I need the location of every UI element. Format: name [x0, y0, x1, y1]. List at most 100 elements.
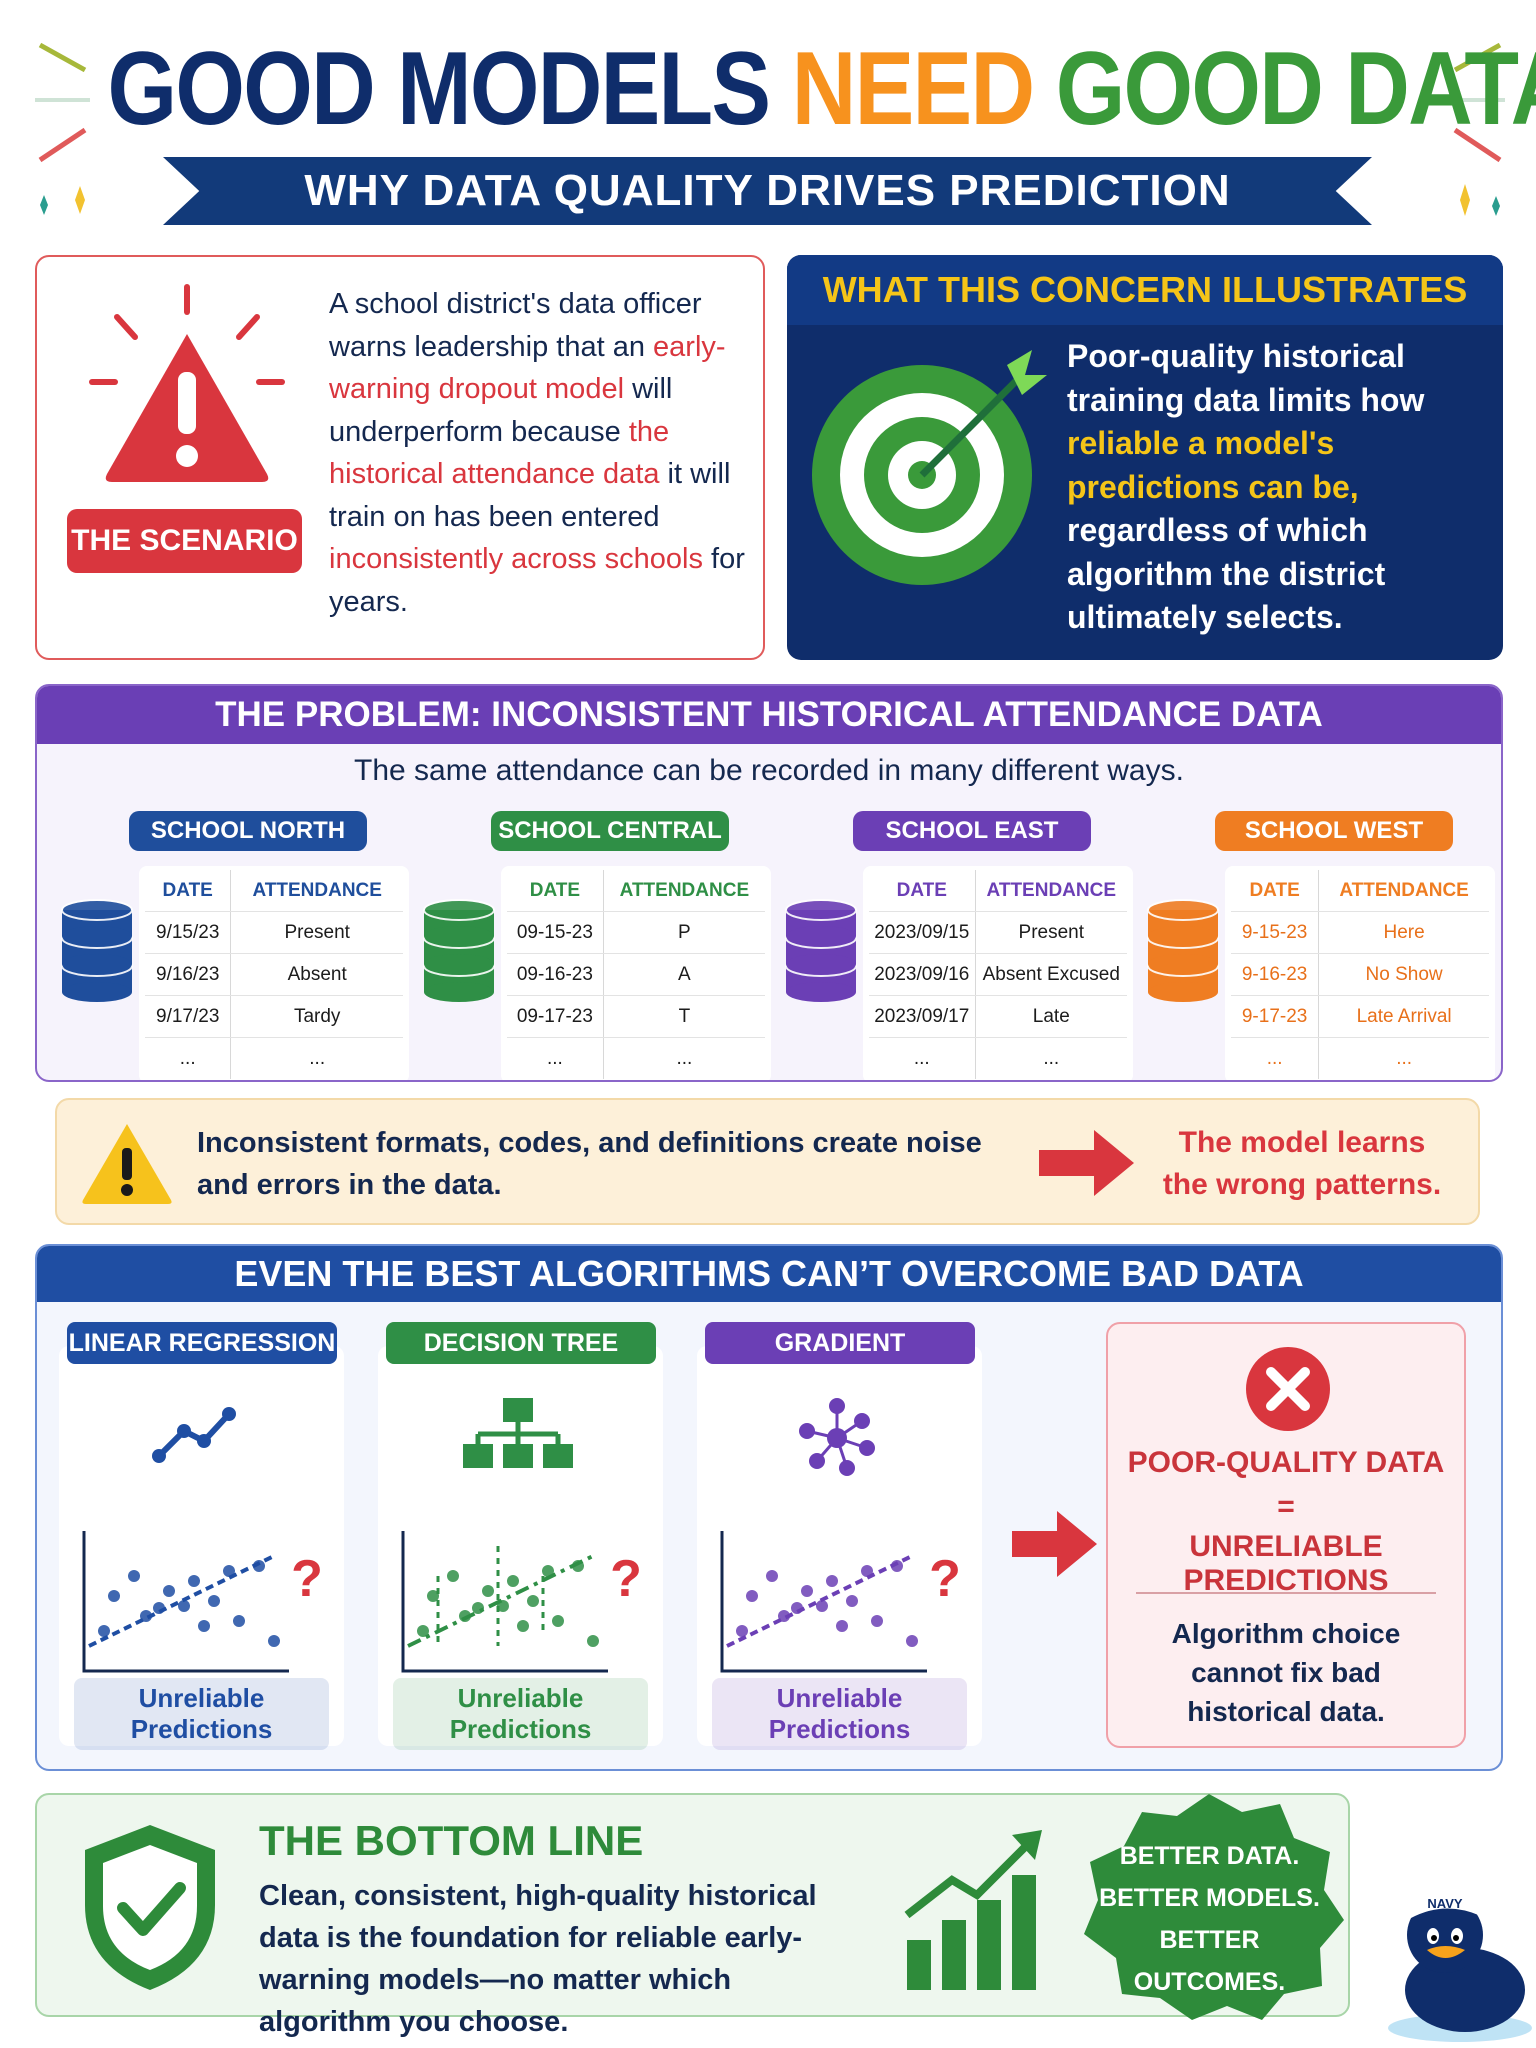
table-row: 2023/09/16 Absent Excused [869, 953, 1127, 996]
database-icon [785, 899, 857, 1002]
text-segment: for years. [329, 543, 745, 618]
attendance-table: DATE ATTENDANCE 2023/09/15 Present 2023/09/1… [869, 870, 1127, 1079]
scenario-text: A school district's data officer warns l… [329, 283, 749, 623]
warning-icon [82, 1124, 172, 1204]
highlight-text: early-warning dropout model [329, 330, 726, 406]
scatter-point [447, 1570, 459, 1582]
table-cell: Absent [230, 953, 403, 996]
school-name: SCHOOL NORTH [129, 811, 367, 851]
table-cell: 9/17/23 [145, 995, 232, 1038]
table-row: 09-16-23 A [507, 953, 765, 996]
algorithm-name: GRADIENT BOOSTING [705, 1322, 975, 1399]
icon-dot [854, 1413, 870, 1429]
scatter-point [163, 1585, 175, 1597]
alert-icon [89, 284, 285, 482]
icon-shape [1453, 127, 1502, 163]
scatter-point [861, 1565, 873, 1577]
school-name: SCHOOL CENTRAL [491, 811, 729, 851]
icon-shape [176, 445, 198, 467]
icon-shape [942, 1920, 966, 1990]
icon-shape [1039, 1130, 1134, 1196]
attendance-table: DATE ATTENDANCE 9-15-23 Here 9-16-23 No Show 9… [1231, 870, 1489, 1079]
badge-line: BETTER DATA. [1119, 1842, 1300, 1870]
scatter-point [816, 1600, 828, 1612]
table-cell: ... [1396, 1047, 1413, 1069]
icon-shape [1492, 196, 1500, 216]
question-mark: ? [929, 1550, 961, 1608]
icon-shape [977, 1900, 1001, 1990]
icon-shape [1007, 350, 1047, 395]
table-cell: ... [507, 1037, 604, 1079]
scatter-point [427, 1590, 439, 1602]
table-cell: Absent Excused [975, 953, 1127, 996]
scatter-point [140, 1610, 152, 1622]
db-layer-bottom [62, 982, 132, 1002]
badge [1084, 1794, 1344, 2020]
db-layer-top [1147, 899, 1219, 921]
scatter-point [778, 1610, 790, 1622]
plot-axes [401, 1531, 608, 1673]
table-cell: Late [975, 995, 1127, 1038]
scatter-point [233, 1615, 245, 1627]
table-header-row: DATE ATTENDANCE [869, 870, 1127, 912]
db-layer-bottom [786, 926, 856, 946]
table-row: 9/15/23 Present [145, 911, 403, 954]
badge-line: BETTER OUTCOMES. [1133, 1926, 1286, 1996]
table-row: ...... [869, 1037, 1127, 1079]
trend-line [88, 1554, 275, 1648]
algorithm-illustration: ? [82, 1407, 323, 1673]
schools: SCHOOL NORTH DATE ATTENDANCE 9/15/23 Present… [37, 811, 1501, 1080]
prediction-label: Unreliable Predictions [712, 1678, 967, 1750]
scatter-point [836, 1620, 848, 1632]
icon-shape [1431, 1935, 1437, 1941]
icon-dot [839, 1460, 855, 1476]
algorithm-cards: LINEAR REGRESSION? Unreliable Predictions… [37, 1246, 1501, 1769]
icon-dot [152, 1449, 166, 1463]
table-cell: 9-15-23 [1231, 911, 1320, 954]
warning-strip: Inconsistent formats, codes, and definit… [55, 1098, 1480, 1225]
column-header: DATE [145, 870, 232, 912]
table-row: 9-15-23 Here [1231, 911, 1489, 954]
database-icon [61, 899, 133, 1002]
algorithm-illustration: ? [401, 1398, 642, 1673]
icon-dot [859, 1440, 875, 1456]
text-segment: A school district's data officer warns l… [329, 288, 702, 363]
icon-shape [114, 314, 138, 340]
db-layer-top [61, 899, 133, 921]
table-row: 09-17-23 T [507, 995, 765, 1038]
column-header: ATTENDANCE [1318, 870, 1489, 912]
database-icon [1147, 899, 1219, 1002]
table-row: 9-17-23 Late Arrival [1231, 995, 1489, 1038]
table-row: 9/16/23 Absent [145, 953, 403, 996]
db-layer-bottom [424, 982, 494, 1002]
icon-dot [177, 1424, 191, 1438]
db-layer-bottom [424, 926, 494, 946]
table-cell: 2023/09/17 [869, 995, 976, 1038]
algorithms-title: EVEN THE BEST ALGORITHMS CAN’T OVERCOME … [37, 1246, 1501, 1302]
table-cell: 9-16-23 [1231, 953, 1320, 996]
scatter-point [906, 1635, 918, 1647]
scatter-point [482, 1585, 494, 1597]
table-row: 2023/09/15 Present [869, 911, 1127, 954]
attendance-table: DATE ATTENDANCE 9/15/23 Present 9/16/23 Absen… [145, 870, 403, 1079]
table-row: ...... [507, 1037, 765, 1079]
db-layer-bottom [62, 954, 132, 974]
attendance-table-card: DATE ATTENDANCE 2023/09/15 Present 2023/09/1… [863, 866, 1133, 1080]
divider [1136, 1592, 1436, 1594]
scatter-point [268, 1635, 280, 1647]
scenario-label: THE SCENARIO [67, 509, 302, 573]
db-layer-bottom [62, 926, 132, 946]
icon-shape [904, 1842, 1030, 1919]
attendance-table: DATE ATTENDANCE 09-15-23 P 09-16-23 A 09-17-23… [507, 870, 765, 1079]
highlight-text: reliable a model's predictions can be, [1067, 425, 1359, 505]
plot-axes [720, 1531, 927, 1673]
text-segment: Poor-quality historical training data li… [1067, 338, 1425, 418]
scatter-point [417, 1625, 429, 1637]
db-layer-top [785, 899, 857, 921]
icon-dot [222, 1407, 236, 1421]
trend-line [726, 1554, 913, 1648]
icon-shape [38, 42, 87, 73]
table-cell: Tardy [230, 995, 403, 1038]
